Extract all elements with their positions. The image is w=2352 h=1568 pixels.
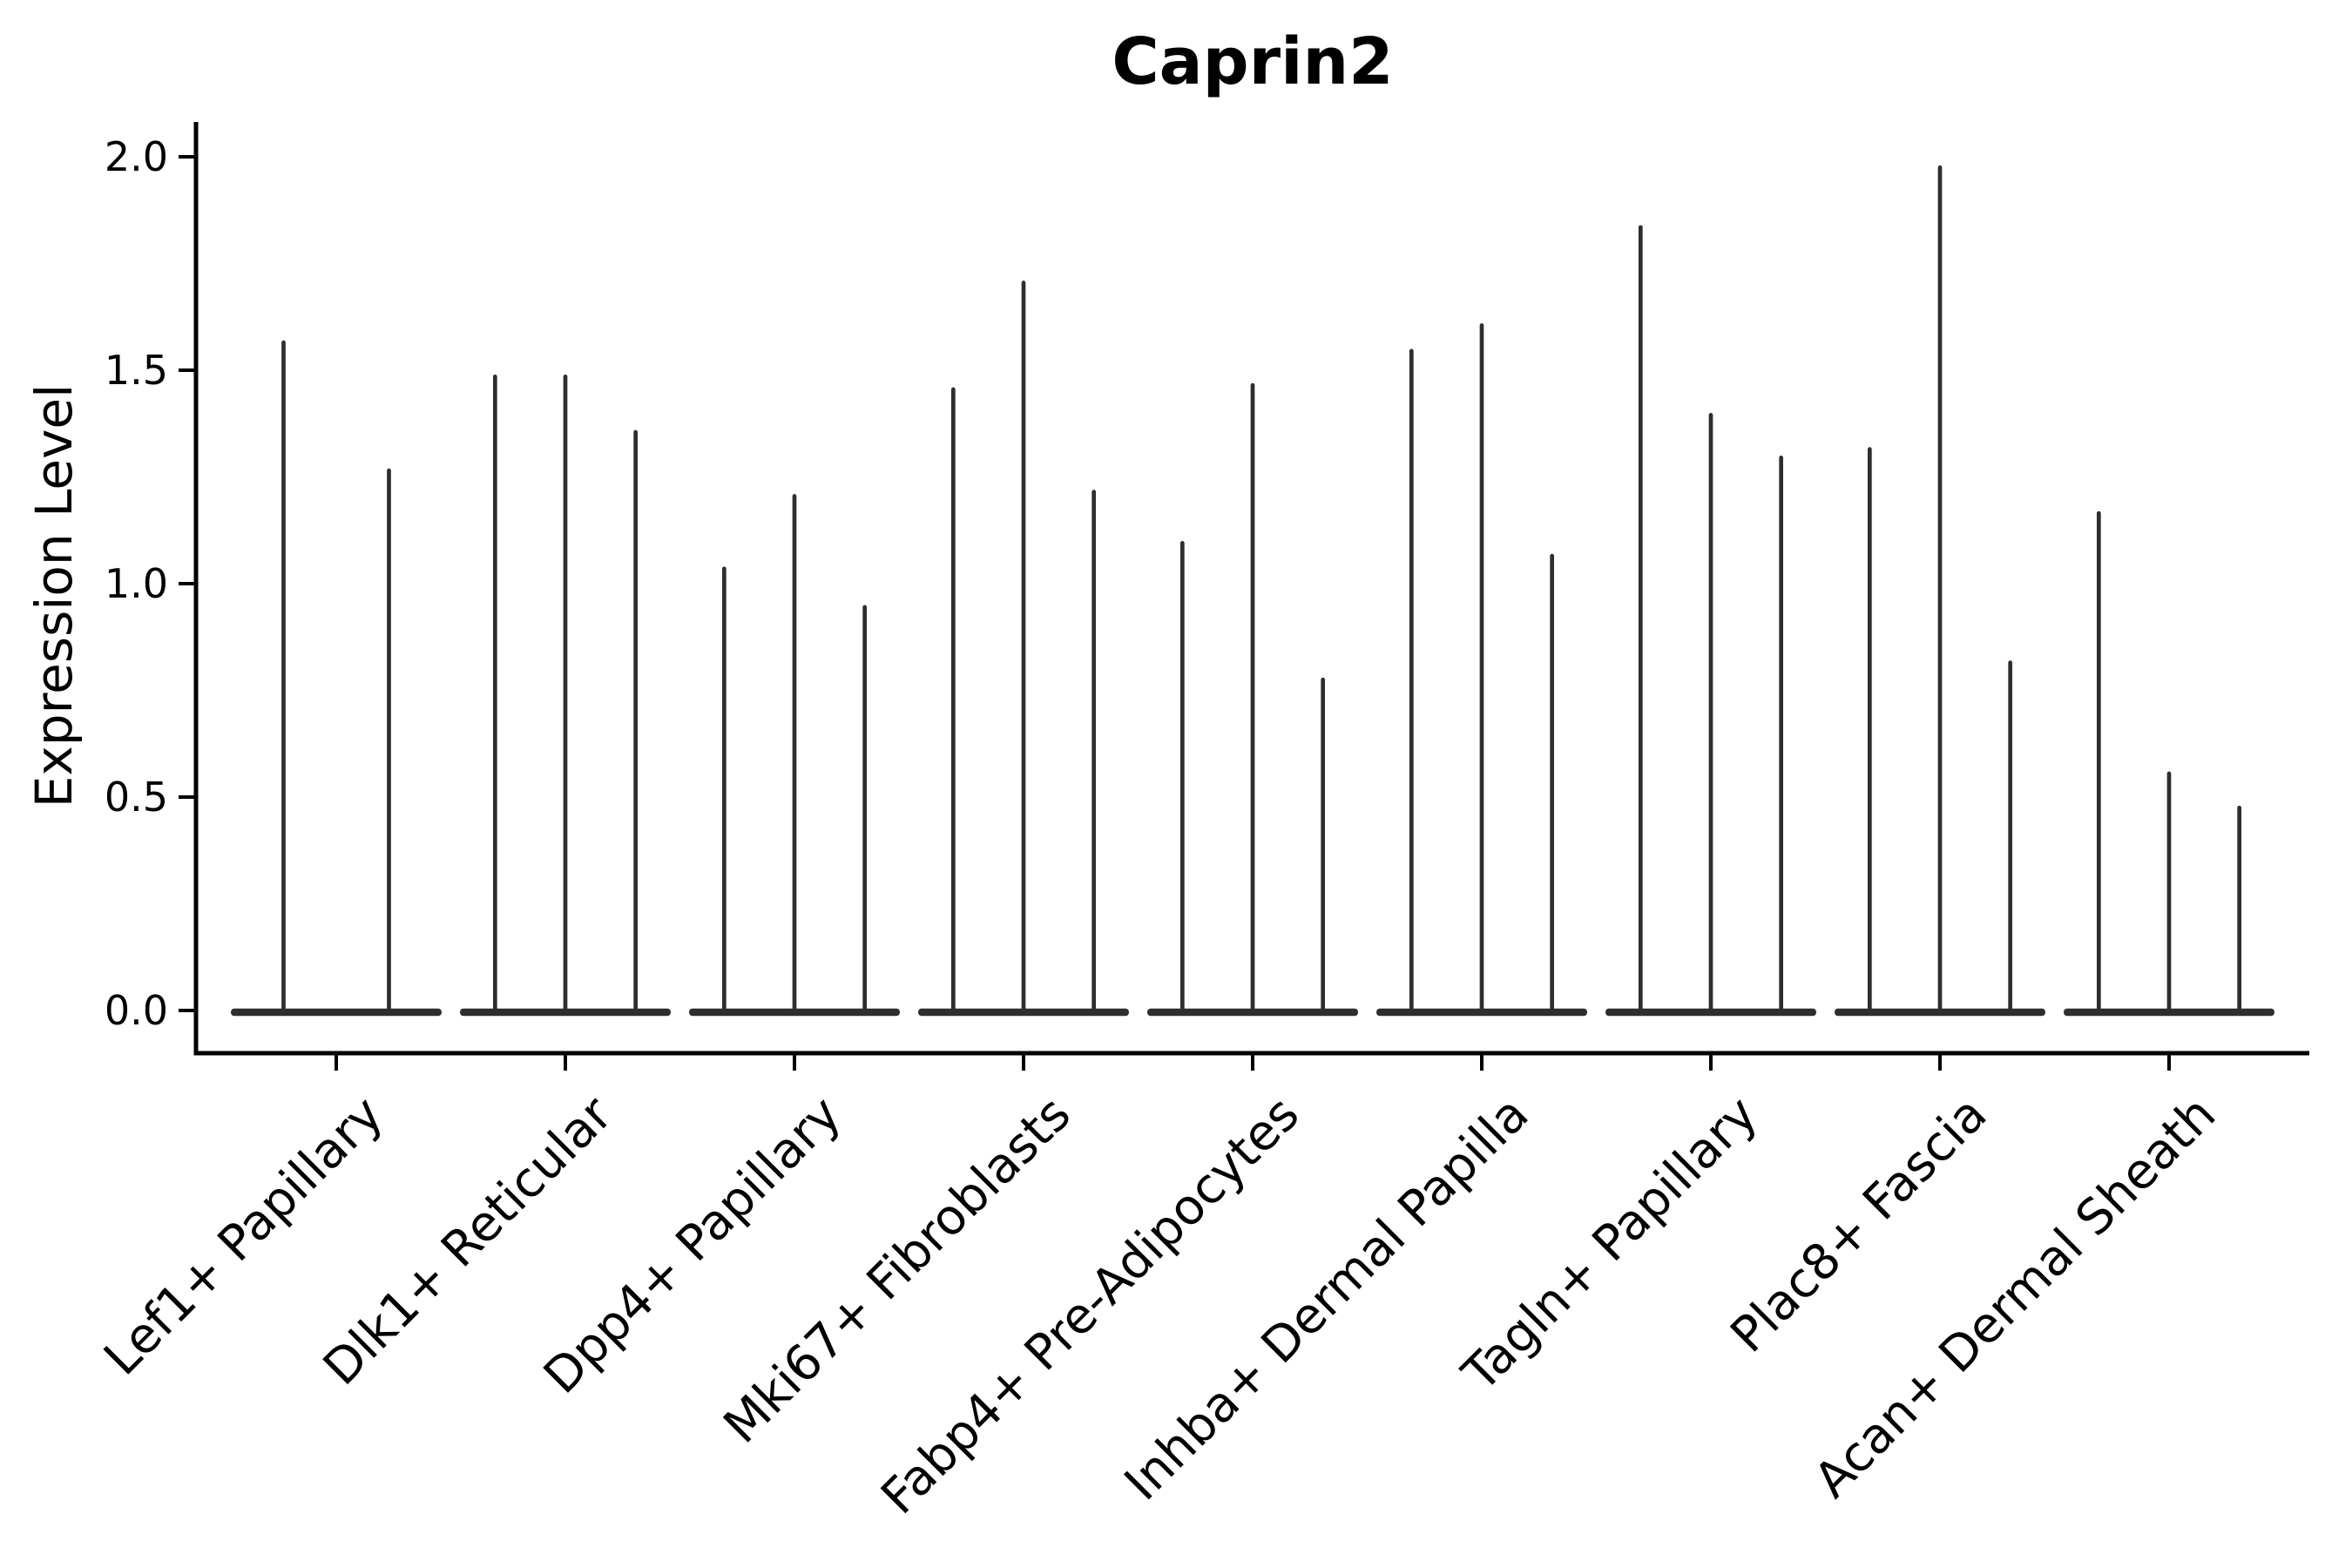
y-tick-label: 0.0 <box>104 987 168 1034</box>
y-tick-label: 0.5 <box>104 774 168 821</box>
y-tick-label: 2.0 <box>104 133 168 180</box>
violin-base <box>231 1008 442 1017</box>
y-tick-label: 1.5 <box>104 347 168 394</box>
y-tick-label: 1.0 <box>104 560 168 607</box>
chart-title: Caprin2 <box>1112 24 1394 99</box>
